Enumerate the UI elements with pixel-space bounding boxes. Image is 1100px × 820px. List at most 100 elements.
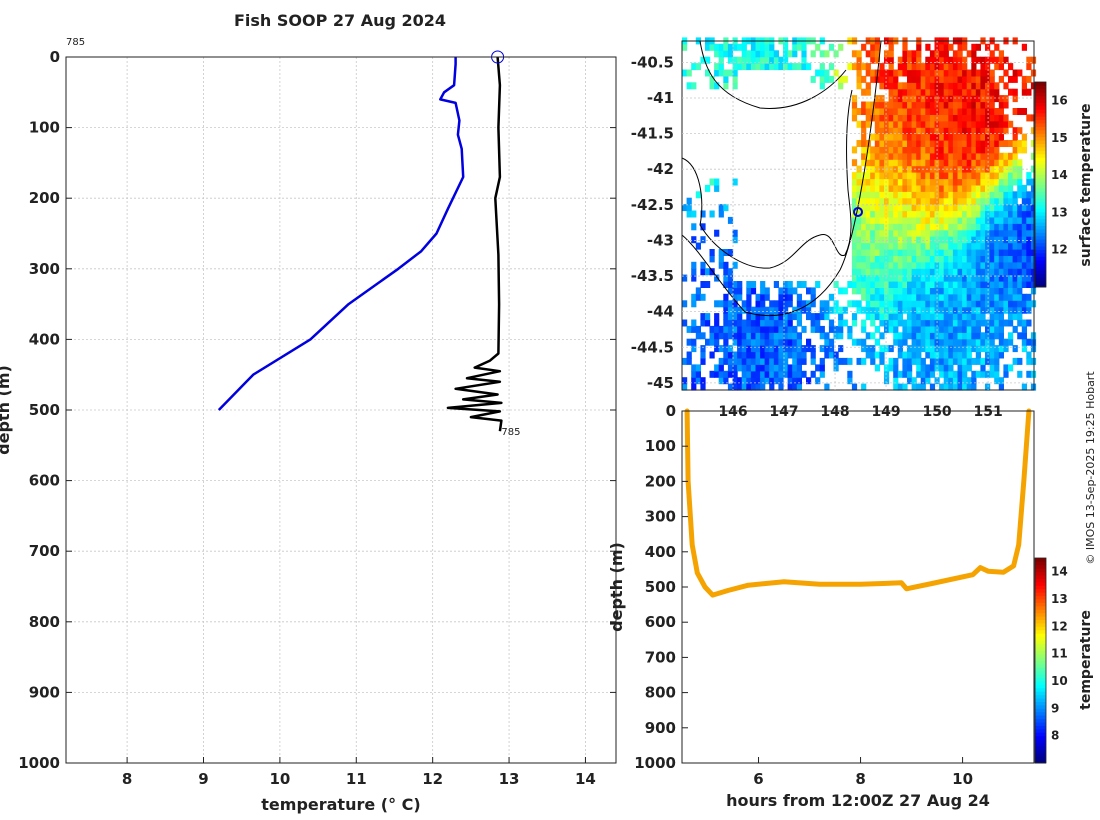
sst-cell xyxy=(934,300,940,308)
sst-xtick-label: 147 xyxy=(769,404,798,420)
sst-cell xyxy=(801,300,807,308)
sst-cell xyxy=(750,63,757,71)
sst-cell xyxy=(870,261,876,269)
sst-cell xyxy=(723,313,729,321)
sst-cell xyxy=(985,325,991,333)
sst-cell xyxy=(975,133,981,141)
sst-cell xyxy=(796,300,802,308)
sst-cell xyxy=(952,377,959,385)
sst-cell xyxy=(870,152,876,160)
sst-cell xyxy=(796,338,802,346)
sst-cell xyxy=(985,210,991,218)
sst-cell xyxy=(971,120,977,128)
sst-cell xyxy=(732,293,738,301)
sst-cell xyxy=(902,152,908,160)
sst-cell xyxy=(769,332,775,340)
sst-cell xyxy=(874,56,880,64)
sst-cell xyxy=(998,325,1004,333)
sst-cell xyxy=(870,223,876,231)
depth-time-ytick-label: 400 xyxy=(645,543,676,561)
sst-cell xyxy=(916,236,922,244)
sst-cell xyxy=(920,152,926,160)
sst-cell xyxy=(851,95,858,103)
sst-cell xyxy=(879,114,885,122)
sst-colorbar-segment xyxy=(1035,126,1046,131)
sst-cell xyxy=(994,249,1000,256)
sst-cell xyxy=(929,75,936,83)
sst-cell xyxy=(1017,242,1023,250)
sst-cell xyxy=(1003,223,1009,231)
sst-cell xyxy=(1003,274,1009,282)
sst-cell xyxy=(952,133,959,141)
sst-cell xyxy=(884,216,890,224)
sst-cell xyxy=(939,210,945,218)
temperature-colorbar-segment xyxy=(1035,681,1046,685)
sst-cell xyxy=(888,255,894,263)
sst-cell xyxy=(769,370,775,378)
sst-cell xyxy=(998,114,1004,122)
sst-cell xyxy=(1026,293,1032,301)
sst-cell xyxy=(870,50,876,58)
sst-cell xyxy=(851,249,858,256)
sst-cell xyxy=(975,223,981,231)
sst-cell xyxy=(994,127,1000,135)
sst-cell xyxy=(884,319,890,327)
sst-cell xyxy=(695,332,701,340)
sst-cell xyxy=(888,306,894,314)
sst-cell xyxy=(980,216,986,224)
sst-cell xyxy=(760,383,766,391)
sst-cell xyxy=(975,184,981,192)
sst-cell xyxy=(1021,204,1027,212)
sst-cell xyxy=(929,210,936,218)
sst-cell xyxy=(870,255,876,263)
sst-cell xyxy=(893,223,899,231)
sst-cell xyxy=(865,268,871,276)
sst-cell xyxy=(1012,274,1018,282)
sst-cell xyxy=(939,63,945,71)
sst-cell xyxy=(879,319,885,327)
sst-cell xyxy=(737,287,743,295)
sst-cell xyxy=(998,249,1004,256)
sst-cell xyxy=(865,229,871,237)
sst-cell xyxy=(686,82,692,90)
sst-cell xyxy=(695,242,701,250)
sst-cell xyxy=(962,293,968,301)
sst-colorbar-segment xyxy=(1035,109,1046,114)
sst-cell xyxy=(971,191,977,199)
sst-cell xyxy=(994,268,1000,276)
sst-cell xyxy=(874,95,880,103)
sst-cell xyxy=(939,75,945,83)
sst-cell xyxy=(1008,332,1014,340)
sst-colorbar-segment xyxy=(1035,99,1046,103)
sst-cell xyxy=(897,210,903,218)
sst-cell xyxy=(975,319,981,327)
temperature-colorbar-segment xyxy=(1035,564,1046,569)
sst-cell xyxy=(769,50,775,58)
sst-xtick-label: 146 xyxy=(718,404,747,420)
temperature-colorbar-segment xyxy=(1035,588,1046,593)
sst-cell xyxy=(929,351,936,359)
sst-cell xyxy=(939,69,945,77)
sst-cell xyxy=(746,357,752,365)
sst-cell xyxy=(888,108,894,115)
sst-cell xyxy=(861,249,867,256)
temperature-colorbar-segment xyxy=(1035,728,1046,733)
sst-cell xyxy=(856,82,862,90)
sst-cell xyxy=(998,197,1004,205)
sst-cell xyxy=(888,127,894,135)
sst-cell xyxy=(985,306,991,314)
sst-cell xyxy=(916,223,922,231)
sst-cell xyxy=(916,95,922,103)
sst-cell xyxy=(1003,82,1009,90)
sst-cell xyxy=(911,313,917,321)
sst-colorbar-tick: 12 xyxy=(1051,243,1068,257)
sst-cell xyxy=(1008,287,1014,295)
sst-cell xyxy=(948,216,954,224)
sst-cell xyxy=(1003,184,1009,192)
sst-cell xyxy=(948,313,954,321)
sst-cell xyxy=(957,261,963,269)
sst-cell xyxy=(1026,88,1032,96)
sst-cell xyxy=(750,351,757,359)
sst-cell xyxy=(833,300,839,308)
sst-cell xyxy=(1021,82,1027,90)
